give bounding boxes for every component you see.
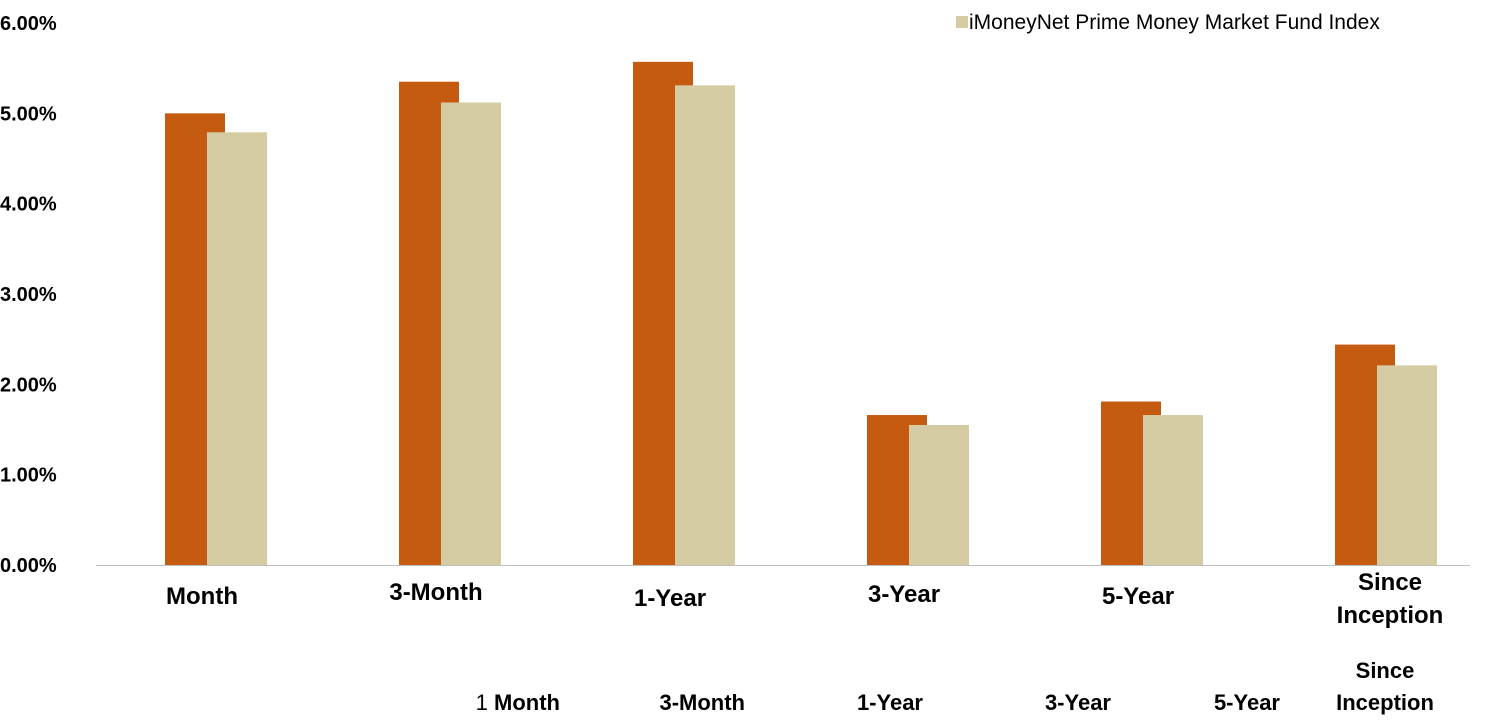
y-tick-label: 3.00% [0,284,57,306]
x-tick-label: Inception [1337,602,1444,629]
bar-index [441,102,501,565]
bar-index [1377,365,1437,565]
y-tick-label: 0.00% [0,555,57,577]
x-tick-label: 3-Year [868,581,940,608]
bar-index [1143,415,1203,565]
y-tick-label: 1.00% [0,465,57,487]
table-header-cell-line2: Inception [1336,690,1434,715]
y-tick-label: 4.00% [0,194,57,216]
x-tick-label: Since [1358,569,1422,596]
y-tick-label: 6.00% [0,13,57,35]
x-tick-label: Month [166,583,238,610]
legend-swatch [956,16,968,28]
x-tick-label: 3-Month [389,579,482,606]
x-tick-label: 1-Year [634,585,706,612]
bar-index [207,132,267,565]
table-header-cell: 5-Year [1214,690,1280,715]
y-tick-label: 2.00% [0,374,57,396]
table-header-cell: Since [1356,658,1415,683]
y-tick-label: 5.00% [0,103,57,125]
legend-label: iMoneyNet Prime Money Market Fund Index [969,11,1380,34]
table-header-cell: 1-Year [857,690,923,715]
x-tick-label: 5-Year [1102,583,1174,610]
table-header-cell: 3-Year [1045,690,1111,715]
bar-index [909,424,969,565]
bar-index [675,85,735,565]
table-header-cell: 1 Month [476,690,560,715]
table-header-cell: 3-Month [659,690,745,715]
